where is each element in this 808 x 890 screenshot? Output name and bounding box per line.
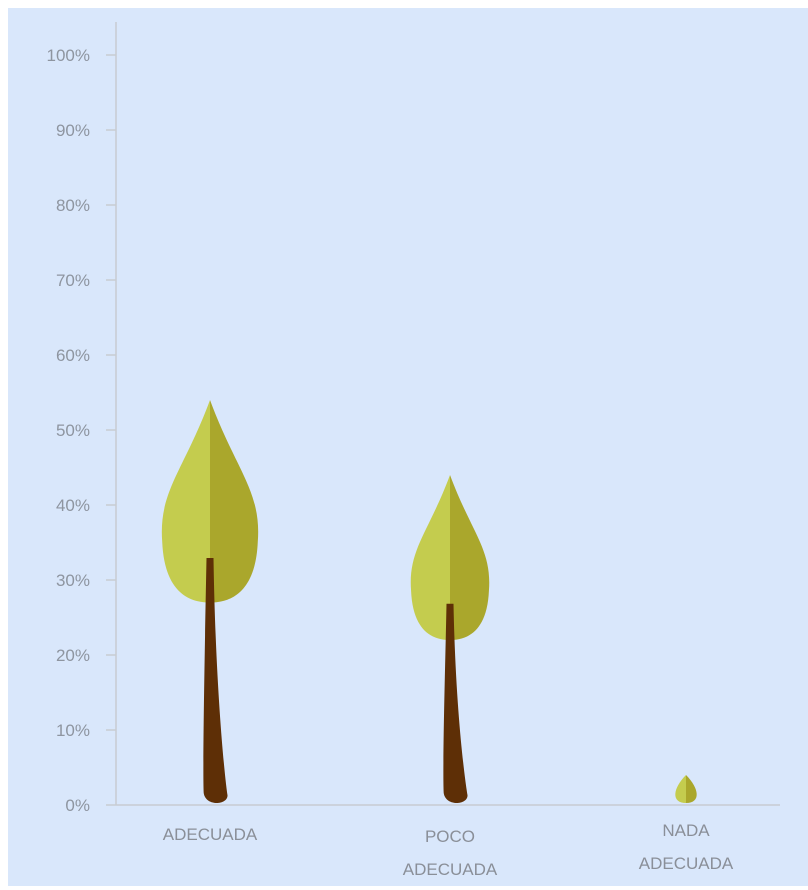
y-tick-label: 0% bbox=[65, 796, 90, 815]
y-tick-label: 60% bbox=[56, 346, 90, 365]
category-label: ADECUADA bbox=[163, 825, 258, 844]
category-label: ADECUADA bbox=[639, 854, 734, 873]
y-tick-label: 10% bbox=[56, 721, 90, 740]
y-tick-label: 100% bbox=[47, 46, 90, 65]
category-label: NADA bbox=[662, 821, 710, 840]
tree-mark bbox=[410, 475, 490, 803]
leaf-right bbox=[450, 475, 490, 640]
tree-mark bbox=[161, 400, 259, 803]
y-tick-label: 20% bbox=[56, 646, 90, 665]
trunk bbox=[203, 557, 228, 803]
y-tick-label: 70% bbox=[56, 271, 90, 290]
leaf-right bbox=[210, 400, 259, 603]
leaf-left bbox=[675, 775, 686, 803]
leaf-left bbox=[410, 475, 450, 640]
y-tick-label: 90% bbox=[56, 121, 90, 140]
category-labels: ADECUADA POCO ADECUADA NADA ADECUADA bbox=[163, 821, 734, 879]
y-axis: 0% 10% 20% 30% 40% 50% 60% 70% 80% 90% 100% bbox=[47, 22, 117, 815]
leaf-left bbox=[161, 400, 210, 603]
trunk bbox=[443, 603, 468, 803]
category-label: POCO bbox=[425, 827, 475, 846]
y-tick-label: 40% bbox=[56, 496, 90, 515]
y-tick-label: 30% bbox=[56, 571, 90, 590]
y-tick-label: 50% bbox=[56, 421, 90, 440]
tree-marks bbox=[161, 400, 697, 803]
leaf-right bbox=[686, 775, 697, 803]
category-label: ADECUADA bbox=[403, 860, 498, 879]
y-tick-label: 80% bbox=[56, 196, 90, 215]
tree-mark bbox=[675, 775, 697, 803]
chart-panel bbox=[8, 8, 808, 886]
